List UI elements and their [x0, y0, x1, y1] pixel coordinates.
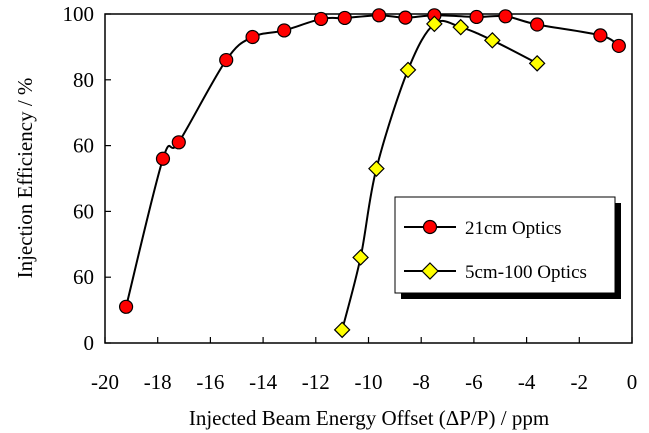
x-tick-label: -12 — [302, 370, 330, 394]
x-tick-label: -14 — [249, 370, 277, 394]
data-point-21cm — [594, 29, 607, 42]
x-tick-label: -18 — [144, 370, 172, 394]
x-tick-label: -8 — [412, 370, 430, 394]
data-point-21cm — [246, 31, 259, 44]
data-point-21cm — [531, 18, 544, 31]
data-point-21cm — [499, 10, 512, 23]
legend-label-5cm: 5cm-100 Optics — [465, 262, 587, 283]
data-point-21cm — [399, 11, 412, 24]
x-axis: -20 -18 -16 -14 -12 -10 -8 -6 -4 -2 0 — [91, 337, 637, 394]
y-tick-label: 80 — [73, 68, 94, 92]
x-tick-label: -16 — [196, 370, 224, 394]
y-axis: 0 60 60 60 80 100 — [63, 2, 112, 355]
data-point-21cm — [338, 11, 351, 24]
x-axis-title: Injected Beam Energy Offset (ΔP/P) / ppm — [189, 406, 549, 430]
y-tick-label: 60 — [73, 199, 94, 223]
legend: 21cm Optics 5cm-100 Optics — [395, 197, 621, 299]
data-point-21cm — [156, 152, 169, 165]
y-tick-label: 0 — [84, 331, 95, 355]
x-tick-label: -10 — [355, 370, 383, 394]
legend-label-21cm: 21cm Optics — [465, 218, 562, 239]
y-tick-label: 60 — [73, 134, 94, 158]
data-point-21cm — [373, 9, 386, 22]
y-axis-title: Injection Efficiency / % — [13, 78, 37, 279]
data-point-21cm — [315, 12, 328, 25]
y-tick-label: 100 — [63, 2, 95, 26]
y-tick-label: 60 — [73, 265, 94, 289]
data-point-21cm — [120, 300, 133, 313]
data-point-21cm — [220, 54, 233, 67]
data-point-21cm — [278, 24, 291, 37]
data-point-21cm — [612, 39, 625, 52]
x-tick-label: -20 — [91, 370, 119, 394]
x-tick-label: -6 — [465, 370, 483, 394]
x-tick-label: 0 — [627, 370, 638, 394]
data-point-21cm — [172, 136, 185, 149]
x-tick-label: -2 — [571, 370, 589, 394]
data-point-21cm — [470, 10, 483, 23]
x-tick-label: -4 — [518, 370, 536, 394]
legend-marker-21cm — [424, 221, 437, 234]
